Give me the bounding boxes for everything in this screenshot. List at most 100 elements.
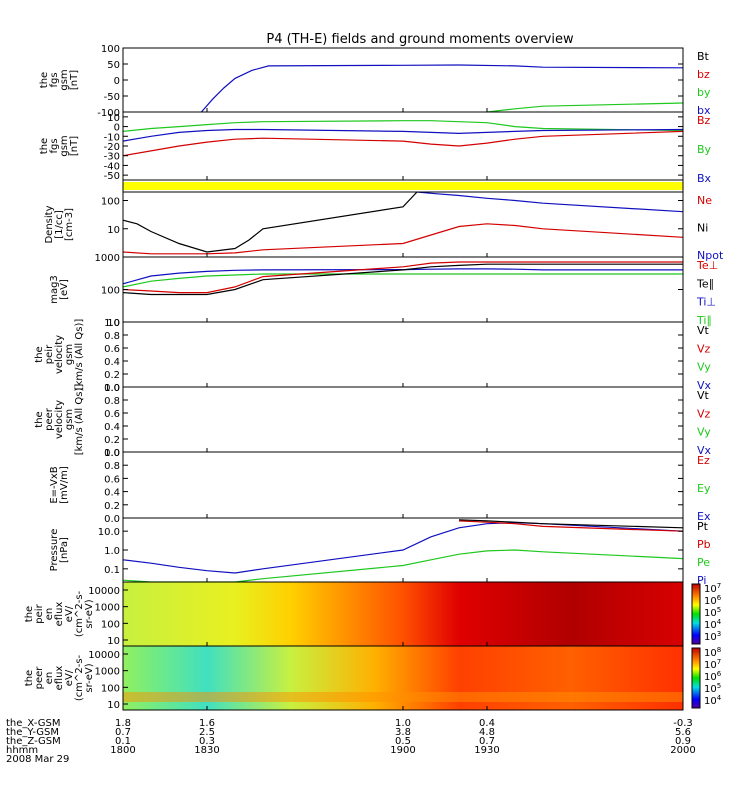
legend-entry: Vt [697, 389, 710, 402]
ytick-label: -40 [104, 161, 120, 172]
panel-frame [122, 386, 684, 453]
ylabel-line: peer [34, 666, 45, 690]
ytick-label: -30 [104, 152, 120, 163]
ytick-label: 1.0 [104, 546, 120, 557]
series-line-Npot [416, 191, 684, 213]
legend-entry: Pt [697, 520, 709, 533]
ylabel-line: [nPa] [59, 537, 70, 563]
ylabel-line: sr-eV) [84, 663, 95, 692]
ylabel-line: eflux [54, 602, 65, 627]
panel-frame [122, 191, 684, 258]
xaxis-value: 0.5 [395, 736, 411, 747]
ytick-label: 10000 [88, 650, 120, 661]
legend-entry: Ne [697, 194, 712, 207]
panel-7: 1.0 0.8 0.6 0.4 0.2 0.0 E=-VxB [mV/m] Ez Ey Ex [49, 448, 711, 525]
ytick-label: 0.6 [104, 409, 120, 420]
ylabel-line: peir [44, 344, 55, 364]
ytick-label: 50 [107, 60, 120, 71]
colorbar-label: 105 [704, 606, 721, 619]
ylabel-line: the [24, 606, 35, 622]
ylabel-line: (cm^2-s- [74, 654, 85, 701]
legend-entry: Vz [697, 407, 711, 420]
xaxis-value: 1800 [110, 745, 135, 756]
colorbar-label: 104 [704, 618, 722, 631]
ylabel-line: gsm [59, 69, 70, 90]
ylabel-line: gsm [59, 135, 70, 156]
ytick-label: 0 [114, 76, 120, 87]
ytick-label: 0.1 [104, 565, 120, 576]
series-line-Pb [458, 520, 684, 532]
xaxis-value: 1830 [194, 745, 219, 756]
ylabel-line: Pressure [49, 529, 60, 572]
series-line-Ni [122, 191, 418, 253]
series-line-By [122, 120, 684, 132]
xaxis-row-label: the_X-GSM [6, 718, 60, 729]
ytick-label: 10.0 [98, 527, 120, 538]
ylabel-line: velocity [54, 400, 65, 439]
ytick-label: 0.8 [104, 461, 120, 472]
panel-5: 1.0 0.8 0.6 0.4 0.2 0.0 the peir velocity gsm [km/… [34, 318, 712, 394]
ylabel-line: eV/ [64, 605, 75, 622]
legend-entry: Bz [697, 114, 711, 127]
series-line-Pe [122, 549, 684, 583]
legend-entry: Vt [697, 324, 710, 337]
legend-entry: Bt [697, 50, 710, 63]
ylabel-line: the [39, 72, 50, 88]
legend-entry: bz [697, 68, 710, 81]
ytick-label: 0.2 [104, 435, 120, 446]
xaxis-value: 1.8 [115, 718, 131, 729]
legend-entry: Vx [697, 379, 712, 392]
ytick-label: 10 [107, 113, 120, 124]
legend-entry: Te⊥ [696, 259, 718, 272]
ytick-label: 0.2 [104, 370, 120, 381]
panel-3: 100 10 Density [1/cc] [cm-3] Ne Ni Npot [44, 191, 724, 262]
colorbar-label: 104 [704, 694, 722, 707]
ylabel-line: [km/s (All Qs)] [74, 384, 85, 456]
series-line-Te∥ [122, 263, 683, 296]
ytick-label: 10 [107, 318, 120, 329]
xaxis-value: 1900 [390, 745, 415, 756]
legend-entry: Vz [697, 342, 711, 355]
xaxis-row-label: the_Z-GSM [6, 736, 61, 747]
colorbar-label: 105 [704, 682, 721, 695]
legend-entry: Pe [697, 556, 710, 569]
series-line-Bz [122, 130, 684, 157]
ytick-label: 1.0 [104, 448, 120, 459]
ylabel-line: gsm [64, 344, 75, 365]
ytick-label: -100 [97, 108, 120, 119]
series-line-Pt [458, 519, 684, 529]
legend-entry: Pi [697, 574, 706, 587]
ylabel-line: [mV/m] [59, 466, 70, 504]
ylabel-line: [km/s (All Qs)] [74, 319, 85, 391]
xaxis-row-label: hhmm [6, 745, 38, 756]
xaxis-value: 0.7 [115, 727, 131, 738]
xaxis-value: 0.9 [675, 736, 691, 747]
xaxis-value: 3.8 [395, 727, 411, 738]
ylabel-line: velocity [54, 335, 65, 374]
ylabel-line: the [39, 138, 50, 154]
ytick-label: 0.6 [104, 344, 120, 355]
colorbar-label: 108 [704, 646, 721, 659]
ytick-label: 0.0 [104, 383, 120, 394]
legend-entry: by [697, 86, 711, 99]
legend-entry: Ex [697, 510, 711, 523]
series-line-Ti∥ [122, 273, 683, 288]
panel-4: 1000 100 10 mag3 [eV] Te⊥ Te∥ Ti⊥ Ti∥ [49, 253, 718, 329]
ytick-label: 1000 [95, 667, 120, 678]
heatmap-spectrogram [123, 582, 683, 646]
legend-entry: Ni [697, 222, 708, 235]
legend-entry: Ez [697, 454, 710, 467]
ytick-label: 10000 [88, 586, 120, 597]
ylabel-line: Density [44, 205, 55, 243]
ytick-label: 100 [101, 286, 120, 297]
ytick-label: 0.0 [104, 448, 120, 459]
xaxis-value: 4.8 [479, 727, 495, 738]
panel-frame [122, 111, 684, 181]
ylabel-line: the [34, 411, 45, 427]
ytick-label: 0.2 [104, 501, 120, 512]
ylabel-line: en [44, 608, 55, 621]
xaxis-value: 1.6 [199, 718, 215, 729]
series-line-by [486, 102, 684, 113]
ytick-label: 1.0 [104, 383, 120, 394]
